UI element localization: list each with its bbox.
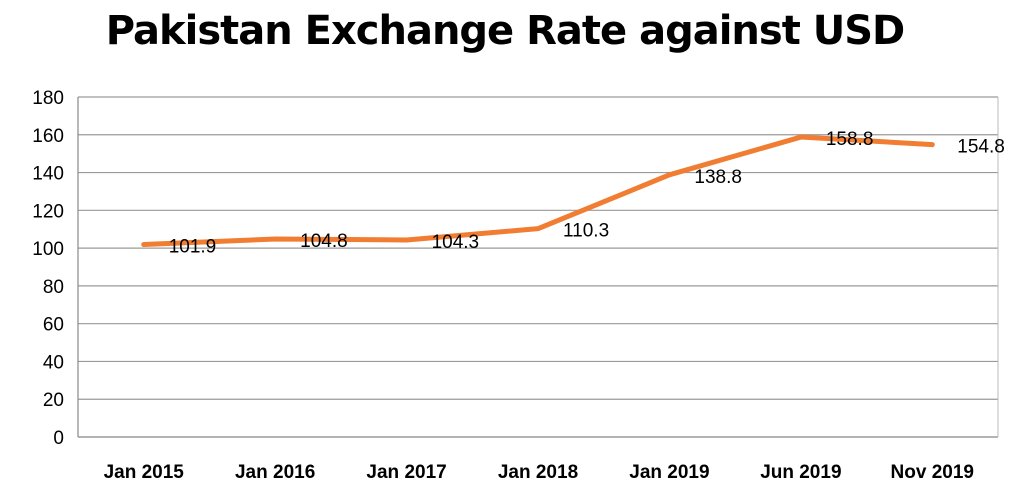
- data-label: 101.9: [169, 237, 217, 258]
- x-tick-label: Jan 2018: [498, 462, 578, 483]
- data-label: 154.8: [957, 137, 1005, 158]
- chart-title: Pakistan Exchange Rate against USD: [105, 8, 905, 54]
- y-tick-label: 0: [53, 428, 64, 449]
- y-tick-label: 20: [43, 390, 64, 411]
- data-label: 110.3: [563, 221, 609, 242]
- y-tick-label: 100: [32, 239, 64, 260]
- y-tick-label: 60: [43, 315, 64, 336]
- y-tick-label: 120: [32, 201, 64, 222]
- y-tick-label: 180: [32, 88, 64, 109]
- data-label: 104.8: [300, 231, 348, 252]
- series-line: [141, 134, 935, 248]
- y-tick-label: 80: [43, 277, 64, 298]
- y-tick-label: 140: [32, 164, 64, 185]
- x-tick-label: Jan 2015: [104, 462, 185, 483]
- x-tick-label: Jan 2016: [235, 462, 315, 483]
- y-tick-label: 40: [43, 352, 64, 373]
- x-tick-label: Jan 2017: [366, 462, 446, 483]
- data-label: 104.3: [432, 232, 480, 253]
- x-tick-label: Jan 2019: [629, 462, 709, 483]
- data-label: 158.8: [826, 129, 874, 150]
- x-tick-label: Jun 2019: [760, 462, 841, 483]
- data-label: 138.8: [694, 167, 742, 188]
- x-tick-label: Nov 2019: [891, 462, 974, 483]
- y-tick-label: 160: [32, 126, 64, 147]
